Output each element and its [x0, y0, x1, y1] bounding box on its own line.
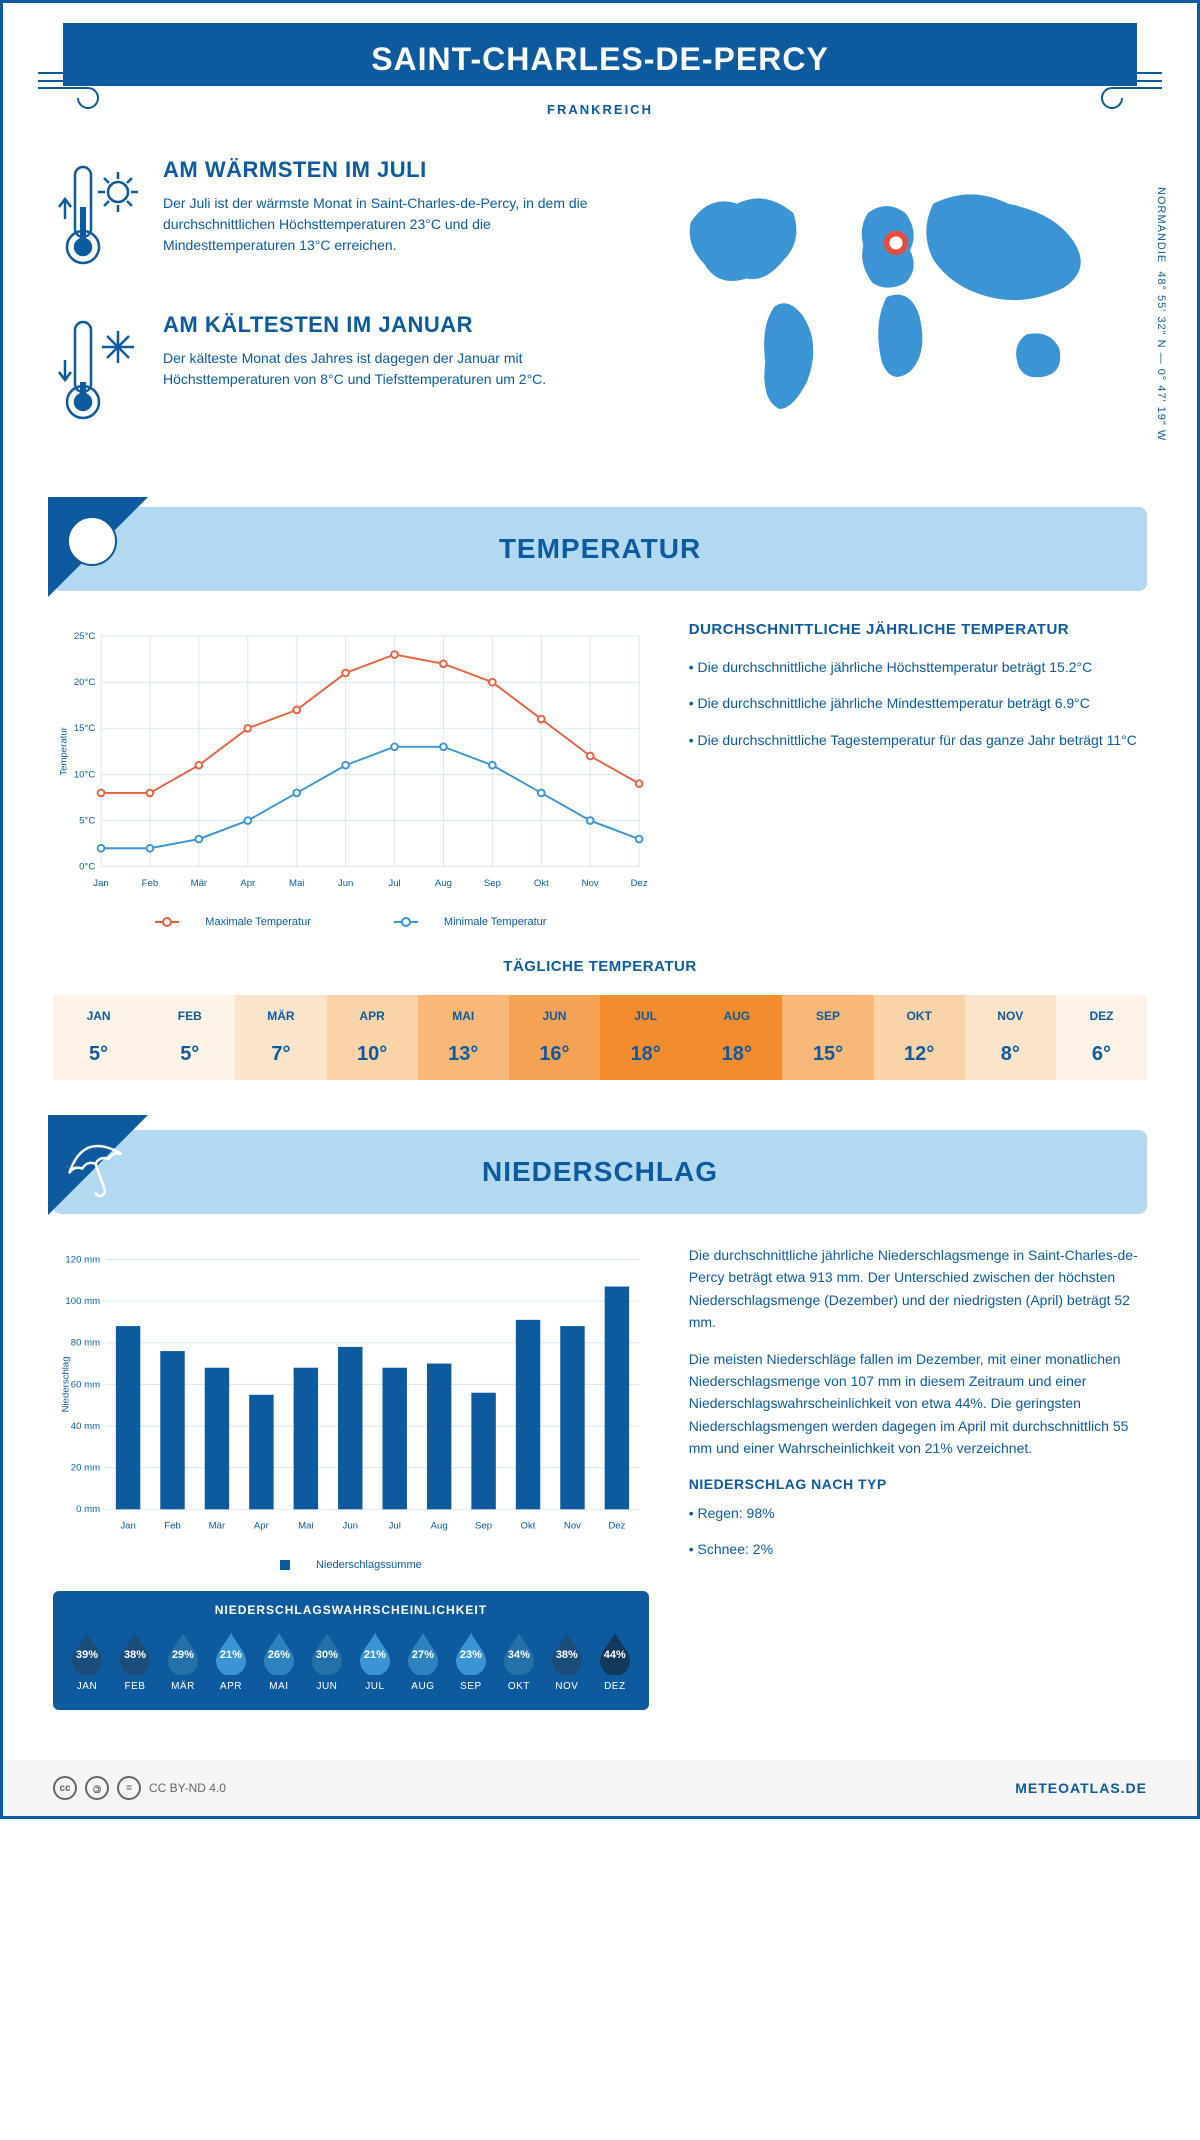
- svg-text:Jan: Jan: [120, 1521, 135, 1532]
- svg-text:Apr: Apr: [254, 1521, 270, 1532]
- section-banner-temperature: TEMPERATUR: [53, 507, 1147, 591]
- svg-text:Sep: Sep: [484, 878, 501, 889]
- coldest-text: Der kälteste Monat des Jahres ist dagege…: [163, 348, 605, 390]
- temp-text-heading: DURCHSCHNITTLICHE JÄHRLICHE TEMPERATUR: [689, 621, 1147, 638]
- svg-text:Mär: Mär: [209, 1521, 226, 1532]
- svg-text:40 mm: 40 mm: [71, 1421, 100, 1432]
- svg-text:Okt: Okt: [521, 1521, 536, 1532]
- temp-cell: SEP 15°: [782, 995, 873, 1080]
- license-badges: cc 🄯 = CC BY-ND 4.0: [53, 1776, 226, 1800]
- page-header: SAINT-CHARLES-DE-PERCY: [63, 23, 1137, 86]
- country-subtitle: FRANKREICH: [3, 102, 1197, 117]
- temp-cell: OKT 12°: [874, 995, 965, 1080]
- probability-drop: 21% JUL: [351, 1631, 399, 1692]
- svg-text:Jul: Jul: [389, 1521, 401, 1532]
- svg-text:5°C: 5°C: [79, 815, 95, 826]
- warmest-block: AM WÄRMSTEN IM JULI Der Juli ist der wär…: [53, 157, 605, 282]
- probability-drop: 44% DEZ: [591, 1631, 639, 1692]
- thermometer-cold-icon: [53, 312, 143, 437]
- svg-text:0 mm: 0 mm: [76, 1504, 100, 1515]
- svg-text:20 mm: 20 mm: [71, 1463, 100, 1474]
- svg-text:Niederschlag: Niederschlag: [60, 1356, 71, 1412]
- svg-text:Apr: Apr: [240, 878, 256, 889]
- svg-text:80 mm: 80 mm: [71, 1338, 100, 1349]
- svg-text:Dez: Dez: [631, 878, 648, 889]
- temp-cell: APR 10°: [327, 995, 418, 1080]
- footer: cc 🄯 = CC BY-ND 4.0 METEOATLAS.DE: [3, 1760, 1197, 1816]
- warmest-title: AM WÄRMSTEN IM JULI: [163, 157, 605, 183]
- svg-text:Okt: Okt: [534, 878, 549, 889]
- svg-text:15°C: 15°C: [74, 723, 96, 734]
- svg-text:100 mm: 100 mm: [65, 1296, 100, 1307]
- svg-text:Jun: Jun: [338, 878, 353, 889]
- svg-text:Feb: Feb: [164, 1521, 181, 1532]
- temp-cell: AUG 18°: [691, 995, 782, 1080]
- temp-cell: JUN 16°: [509, 995, 600, 1080]
- probability-drop: 27% AUG: [399, 1631, 447, 1692]
- svg-text:Feb: Feb: [142, 878, 159, 889]
- coldest-block: AM KÄLTESTEN IM JANUAR Der kälteste Mona…: [53, 312, 605, 437]
- site-name: METEOATLAS.DE: [1015, 1780, 1147, 1796]
- svg-text:60 mm: 60 mm: [71, 1379, 100, 1390]
- temp-cell: MAI 13°: [418, 995, 509, 1080]
- temp-cell: JUL 18°: [600, 995, 691, 1080]
- daily-temp-heading: TÄGLICHE TEMPERATUR: [53, 958, 1147, 975]
- probability-drop: 30% JUN: [303, 1631, 351, 1692]
- svg-text:Jul: Jul: [388, 878, 400, 889]
- probability-drop: 39% JAN: [63, 1631, 111, 1692]
- probability-drop: 23% SEP: [447, 1631, 495, 1692]
- svg-text:Jun: Jun: [343, 1521, 358, 1532]
- precip-bar-chart: 0 mm 20 mm 40 mm 60 mm 80 mm 100 mm 120 mm Jan F…: [53, 1244, 649, 1544]
- line-chart-legend: Maximale Temperatur Minimale Temperatur: [53, 916, 649, 928]
- umbrella-icon: [48, 1115, 148, 1215]
- svg-text:Aug: Aug: [431, 1521, 448, 1532]
- section-banner-precip: NIEDERSCHLAG: [53, 1130, 1147, 1214]
- svg-text:120 mm: 120 mm: [65, 1254, 100, 1265]
- svg-text:Temperatur: Temperatur: [58, 726, 69, 775]
- coldest-title: AM KÄLTESTEN IM JANUAR: [163, 312, 605, 338]
- world-map: NORMANDIE 48° 55' 32" N — 0° 47' 19" W: [645, 157, 1147, 467]
- svg-text:Dez: Dez: [608, 1521, 625, 1532]
- svg-text:10°C: 10°C: [74, 769, 96, 780]
- temp-cell: NOV 8°: [965, 995, 1056, 1080]
- probability-drop: 21% APR: [207, 1631, 255, 1692]
- svg-text:Aug: Aug: [435, 878, 452, 889]
- warmest-text: Der Juli ist der wärmste Monat in Saint-…: [163, 193, 605, 256]
- svg-text:Mär: Mär: [191, 878, 208, 889]
- svg-text:Mai: Mai: [289, 878, 304, 889]
- probability-drop: 26% MAI: [255, 1631, 303, 1692]
- coordinates: NORMANDIE 48° 55' 32" N — 0° 47' 19" W: [1155, 187, 1167, 441]
- temp-cell: MÄR 7°: [235, 995, 326, 1080]
- probability-panel: NIEDERSCHLAGSWAHRSCHEINLICHKEIT 39% JAN …: [53, 1591, 649, 1710]
- temperature-heading: TEMPERATUR: [53, 533, 1147, 565]
- daily-temp-grid: JAN 5° FEB 5° MÄR 7° APR 10° MAI 13° JUN…: [53, 995, 1147, 1080]
- svg-text:Mai: Mai: [298, 1521, 313, 1532]
- thermometer-hot-icon: [53, 157, 143, 282]
- temperature-line-chart: 0°C 5°C 10°C 15°C 20°C 25°C Jan Feb Mär Apr Mai Jun…: [53, 621, 649, 901]
- bar-chart-legend: Niederschlagssumme: [53, 1559, 649, 1571]
- sun-icon: [48, 497, 148, 597]
- svg-text:Sep: Sep: [475, 1521, 492, 1532]
- temp-cell: JAN 5°: [53, 995, 144, 1080]
- svg-text:Nov: Nov: [582, 878, 599, 889]
- probability-drop: 38% FEB: [111, 1631, 159, 1692]
- precip-heading: NIEDERSCHLAG: [53, 1156, 1147, 1188]
- svg-text:Jan: Jan: [93, 878, 108, 889]
- probability-drop: 34% OKT: [495, 1631, 543, 1692]
- page-title: SAINT-CHARLES-DE-PERCY: [63, 41, 1137, 78]
- svg-text:20°C: 20°C: [74, 677, 96, 688]
- temp-cell: DEZ 6°: [1056, 995, 1147, 1080]
- svg-text:Nov: Nov: [564, 1521, 581, 1532]
- probability-drop: 29% MÄR: [159, 1631, 207, 1692]
- svg-text:0°C: 0°C: [79, 862, 95, 873]
- probability-drop: 38% NOV: [543, 1631, 591, 1692]
- temp-cell: FEB 5°: [144, 995, 235, 1080]
- svg-text:25°C: 25°C: [74, 631, 96, 642]
